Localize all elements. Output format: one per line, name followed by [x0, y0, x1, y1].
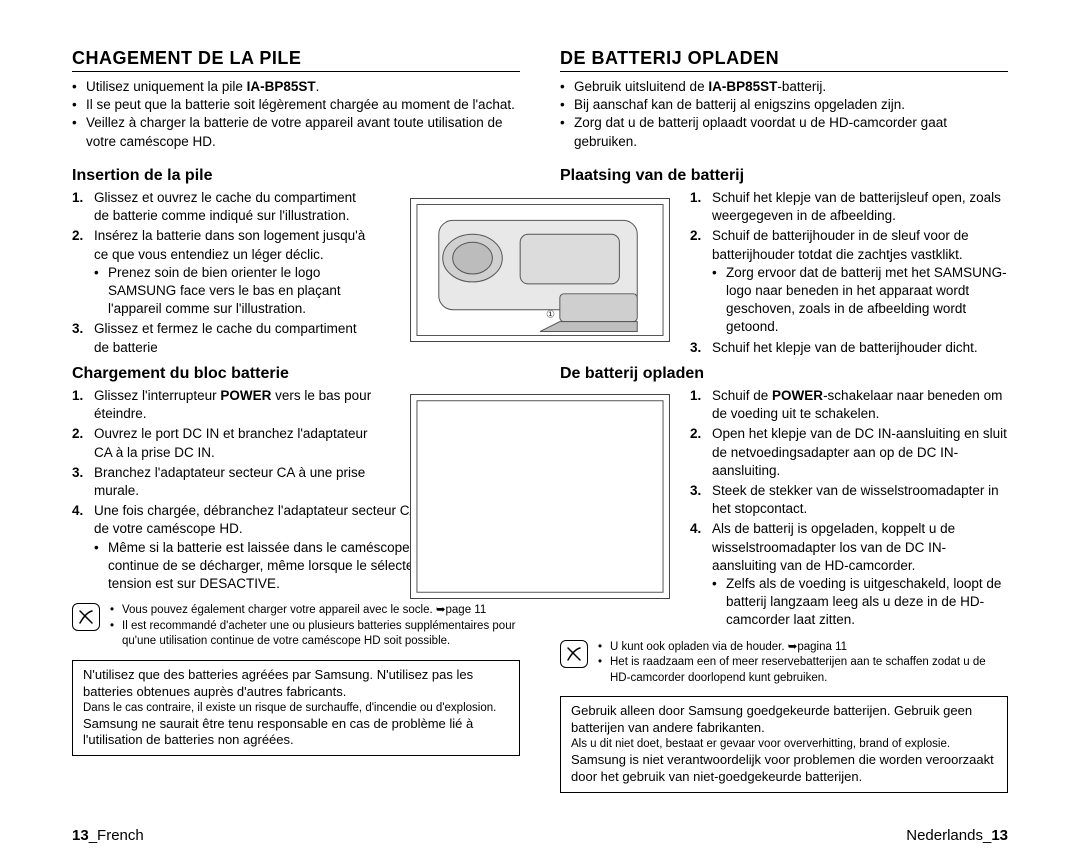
subheading-insert-fr: Insertion de la pile — [72, 167, 520, 185]
warning-main-nl: Gebruik alleen door Samsung goedgekeurde… — [571, 703, 997, 737]
page-number-fr: 13 — [72, 827, 89, 844]
footer-left: 13_French — [72, 827, 144, 844]
figure-insert-battery: ① — [410, 198, 670, 342]
list-item: Schuif het klepje van de batterijsleuf o… — [690, 189, 1008, 225]
list-item: Schuif de batterijhouder in de sleuf voo… — [690, 227, 1008, 336]
list-item: Branchez l'adaptateur secteur CA à une p… — [72, 464, 372, 500]
intro-bullets-nl: Gebruik uitsluitend de IA-BP85ST-batteri… — [560, 78, 1008, 151]
list-item: Insérez la batterie dans son logement ju… — [72, 227, 372, 318]
list-item: Glissez et fermez le cache du compartime… — [72, 320, 372, 356]
subheading-insert-nl: Plaatsing van de batterij — [560, 167, 1008, 185]
note-icon — [72, 603, 100, 631]
list-item: U kunt ook opladen via de houder. ➥pagin… — [598, 640, 1008, 656]
page-lang-fr: _ — [89, 827, 97, 844]
svg-text:①: ① — [546, 310, 555, 321]
subheading-charge-nl: De batterij opladen — [560, 365, 1008, 383]
sub-bullet: Zelfs als de voeding is uitgeschakeld, l… — [712, 575, 1008, 630]
list-item: Il se peut que la batterie soit légèreme… — [72, 96, 520, 114]
list-item: Ouvrez le port DC IN et branchez l'adapt… — [72, 425, 372, 461]
list-item: Vous pouvez également charger votre appa… — [110, 603, 520, 619]
list-item: Bij aanschaf kan de batterij al enigszin… — [560, 96, 1008, 114]
warning-box-nl: Gebruik alleen door Samsung goedgekeurde… — [560, 696, 1008, 793]
manual-page: CHAGEMENT DE LA PILE Utilisez uniquement… — [0, 0, 1080, 866]
list-item: Als de batterij is opgeladen, koppelt u … — [690, 520, 1008, 629]
note-icon — [560, 640, 588, 668]
list-item: Het is raadzaam een of meer reservebatte… — [598, 655, 1008, 686]
list-item: Zorg dat u de batterij oplaadt voordat u… — [560, 114, 1008, 150]
section-title-nl: DE BATTERIJ OPLADEN — [560, 48, 1008, 72]
warning-main-fr: N'utilisez que des batteries agréées par… — [83, 667, 509, 701]
list-item: Utilisez uniquement la pile IA-BP85ST. — [72, 78, 520, 96]
list-item: Schuif het klepje van de batterijhouder … — [690, 339, 1008, 357]
warning-tail-fr: Samsung ne saurait être tenu responsable… — [83, 716, 509, 750]
warning-box-fr: N'utilisez que des batteries agréées par… — [72, 660, 520, 757]
insert-steps-fr: Glissez et ouvrez le cache du compartime… — [72, 189, 372, 357]
list-item: Open het klepje van de DC IN-aansluiting… — [690, 425, 1008, 480]
tip-list-fr: Vous pouvez également charger votre appa… — [110, 603, 520, 650]
warning-small-fr: Dans le cas contraire, il existe un risq… — [83, 701, 509, 716]
figure-charge-battery — [410, 394, 670, 599]
sub-bullet: Zorg ervoor dat de batterij met het SAMS… — [712, 264, 1008, 337]
tip-box-fr: Vous pouvez également charger votre appa… — [72, 603, 520, 650]
list-item: Il est recommandé d'acheter une ou plusi… — [110, 619, 520, 650]
list-item: Gebruik uitsluitend de IA-BP85ST-batteri… — [560, 78, 1008, 96]
section-title-fr: CHAGEMENT DE LA PILE — [72, 48, 520, 72]
footer-right: Nederlands_13 — [906, 827, 1008, 844]
list-item: Steek de stekker van de wisselstroomadap… — [690, 482, 1008, 518]
tip-box-nl: U kunt ook opladen via de houder. ➥pagin… — [560, 640, 1008, 687]
intro-bullets-fr: Utilisez uniquement la pile IA-BP85ST.Il… — [72, 78, 520, 151]
sub-bullet: Prenez soin de bien orienter le logo SAM… — [94, 264, 372, 319]
list-item: Glissez l'interrupteur POWER vers le bas… — [72, 387, 372, 423]
page-lang-nl: Nederlands — [906, 827, 983, 844]
list-item: Glissez et ouvrez le cache du compartime… — [72, 189, 372, 225]
page-number-nl: 13 — [991, 827, 1008, 844]
subheading-charge-fr: Chargement du bloc batterie — [72, 365, 520, 383]
list-item: Veillez à charger la batterie de votre a… — [72, 114, 520, 150]
warning-small-nl: Als u dit niet doet, bestaat er gevaar v… — [571, 737, 997, 752]
tip-list-nl: U kunt ook opladen via de houder. ➥pagin… — [598, 640, 1008, 687]
list-item: Schuif de POWER-schakelaar naar beneden … — [690, 387, 1008, 423]
warning-tail-nl: Samsung is niet verantwoordelijk voor pr… — [571, 752, 997, 786]
